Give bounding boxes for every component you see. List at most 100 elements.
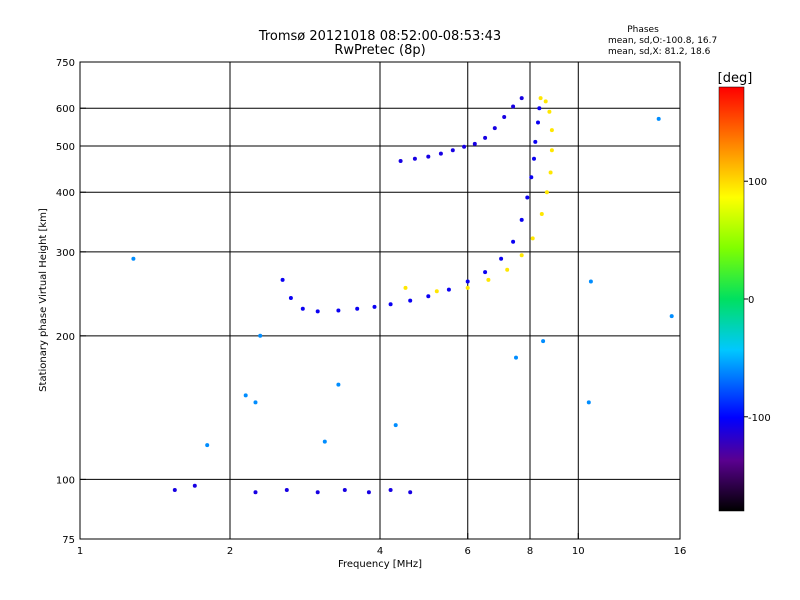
data-point bbox=[492, 126, 497, 131]
y-tick-label: 750 bbox=[56, 58, 75, 69]
colorbar-tick-label: -100 bbox=[748, 413, 771, 424]
data-point bbox=[243, 393, 248, 398]
data-point bbox=[465, 279, 470, 284]
data-point bbox=[393, 423, 398, 428]
y-tick-label: 200 bbox=[56, 332, 75, 343]
data-point bbox=[502, 115, 507, 119]
x-tick-label: 1 bbox=[77, 546, 83, 557]
data-point bbox=[543, 99, 548, 104]
data-point bbox=[529, 175, 534, 180]
data-point bbox=[426, 294, 431, 299]
colorbar-label: [deg] bbox=[718, 71, 753, 86]
data-point bbox=[465, 285, 470, 290]
chart-title: Tromsø 20121018 08:52:00-08:53:43 bbox=[258, 29, 501, 44]
data-point bbox=[536, 120, 540, 125]
data-point bbox=[398, 159, 403, 163]
data-point bbox=[131, 256, 136, 261]
data-point bbox=[336, 382, 341, 387]
data-point bbox=[544, 190, 549, 195]
data-point bbox=[258, 333, 263, 338]
data-point bbox=[280, 277, 285, 282]
colorbar-ticks: 100 0 -100 bbox=[744, 177, 771, 424]
data-point bbox=[336, 308, 341, 313]
data-point bbox=[656, 116, 661, 121]
x-tick-label: 4 bbox=[377, 546, 383, 557]
data-point bbox=[483, 135, 488, 140]
data-point bbox=[288, 296, 293, 300]
data-point bbox=[537, 106, 542, 111]
data-point bbox=[412, 156, 417, 161]
x-tick-label: 6 bbox=[465, 546, 471, 557]
data-point bbox=[588, 279, 593, 284]
data-point bbox=[533, 139, 538, 144]
y-tick-label: 500 bbox=[56, 142, 75, 153]
data-point bbox=[446, 287, 451, 292]
phases-box-line-o: mean, sd,O:-100.8, 16.7 bbox=[608, 36, 717, 46]
x-axis: 1 2 4 6 8 10 16 bbox=[77, 533, 687, 557]
phases-box-title: Phases bbox=[627, 25, 659, 35]
data-point bbox=[388, 488, 393, 492]
data-point bbox=[511, 104, 516, 109]
grid-layer bbox=[80, 62, 680, 539]
data-point bbox=[300, 306, 305, 311]
data-point bbox=[472, 141, 477, 146]
data-points-layer bbox=[131, 96, 674, 495]
data-point bbox=[284, 488, 289, 492]
data-point bbox=[519, 217, 524, 222]
x-tick-label: 2 bbox=[227, 546, 233, 557]
data-point bbox=[549, 128, 554, 133]
data-point bbox=[205, 443, 210, 448]
y-axis: 75 100 200 300 400 500 600 750 bbox=[56, 58, 86, 546]
data-point bbox=[462, 144, 467, 149]
data-point bbox=[538, 96, 543, 101]
y-axis-label: Stationary phase Virtual Height [km] bbox=[38, 208, 49, 392]
y-tick-label: 100 bbox=[56, 475, 75, 486]
x-axis-label: Frequency [MHz] bbox=[338, 559, 422, 570]
data-point bbox=[426, 154, 431, 159]
colorbar-tick-label: 0 bbox=[748, 295, 754, 306]
data-point bbox=[342, 488, 347, 492]
chart-subtitle: RwPretec (8p) bbox=[334, 43, 425, 58]
data-point bbox=[486, 277, 491, 282]
data-point bbox=[519, 253, 524, 258]
colorbar-tick-label: 100 bbox=[748, 177, 767, 188]
data-point bbox=[434, 289, 439, 294]
data-point bbox=[541, 339, 546, 344]
data-point bbox=[511, 239, 516, 244]
data-point bbox=[438, 151, 443, 156]
colorbar bbox=[718, 86, 745, 512]
data-point bbox=[505, 267, 510, 272]
data-point bbox=[549, 148, 554, 153]
data-point bbox=[525, 195, 530, 200]
data-point bbox=[547, 109, 552, 114]
data-point bbox=[315, 309, 320, 314]
data-point bbox=[172, 488, 177, 492]
data-point bbox=[408, 298, 413, 303]
data-point bbox=[408, 490, 413, 495]
data-point bbox=[315, 490, 320, 495]
y-tick-label: 600 bbox=[56, 104, 75, 115]
data-point bbox=[388, 302, 393, 307]
x-tick-label: 16 bbox=[674, 546, 687, 557]
x-tick-label: 10 bbox=[572, 546, 585, 557]
data-point bbox=[403, 285, 408, 290]
data-point bbox=[539, 212, 544, 216]
data-point bbox=[586, 400, 591, 405]
data-point bbox=[372, 304, 377, 309]
x-tick-label: 8 bbox=[527, 546, 533, 557]
data-point bbox=[669, 314, 674, 319]
data-point bbox=[366, 490, 371, 495]
data-point bbox=[355, 306, 360, 311]
data-point bbox=[483, 270, 488, 275]
y-tick-label: 400 bbox=[56, 188, 75, 199]
data-point bbox=[450, 148, 455, 153]
y-tick-label: 300 bbox=[56, 248, 75, 259]
data-point bbox=[253, 490, 258, 495]
data-point bbox=[548, 170, 553, 175]
y-tick-label: 75 bbox=[62, 535, 75, 546]
data-point bbox=[532, 156, 536, 161]
data-point bbox=[322, 439, 327, 444]
data-point bbox=[192, 483, 197, 488]
